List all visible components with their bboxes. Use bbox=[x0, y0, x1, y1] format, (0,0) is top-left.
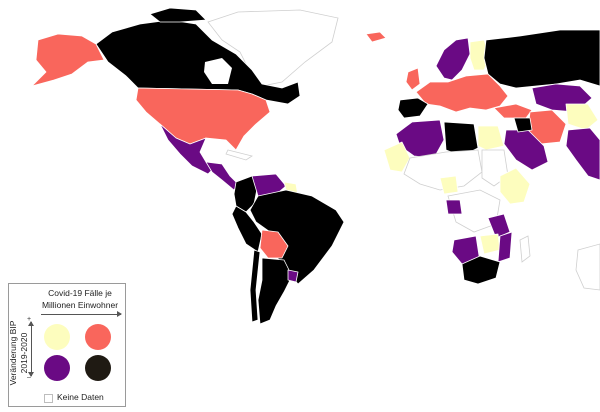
region-greenland[interactable] bbox=[207, 9, 339, 87]
legend-title-line-1: Covid-19 Fälle je bbox=[48, 288, 112, 298]
region-spain[interactable] bbox=[397, 97, 429, 119]
map-legend: Covid-19 Fälle je Millionen Einwohner Ve… bbox=[8, 283, 126, 407]
legend-y-axis-title: Veränderung BIP 2019-2020 bbox=[8, 313, 30, 393]
region-east-africa[interactable] bbox=[499, 167, 531, 205]
region-sahel[interactable] bbox=[403, 149, 483, 191]
region-mozambique[interactable] bbox=[497, 231, 513, 263]
legend-nodata-label: Keine Daten bbox=[57, 392, 104, 402]
region-argentina[interactable] bbox=[257, 257, 293, 325]
region-united-states[interactable] bbox=[135, 87, 271, 151]
legend-swatch-high-cases-low-gdp bbox=[85, 355, 111, 381]
region-turkey[interactable] bbox=[493, 103, 533, 119]
region-south-asia[interactable] bbox=[565, 127, 600, 181]
region-canada[interactable] bbox=[149, 7, 207, 23]
legend-swatch-high-cases-high-gdp bbox=[85, 324, 111, 350]
region-west-africa[interactable] bbox=[383, 141, 411, 173]
region-bolivia[interactable] bbox=[259, 229, 289, 259]
legend-y-arrow bbox=[28, 321, 34, 377]
region-australia[interactable] bbox=[575, 243, 600, 291]
hudson-bay bbox=[204, 58, 232, 84]
legend-y-label-line-1: Veränderung BIP bbox=[8, 320, 18, 386]
legend-title-line-2: Millionen Einwohner bbox=[41, 300, 119, 310]
region-europe[interactable] bbox=[415, 73, 509, 113]
region-iraq[interactable] bbox=[513, 117, 533, 133]
region-central-asia[interactable] bbox=[565, 103, 599, 131]
region-saudi-arabia[interactable] bbox=[503, 129, 549, 171]
legend-x-arrow bbox=[41, 311, 122, 317]
region-uruguay[interactable] bbox=[287, 269, 299, 283]
region-scandinavia[interactable] bbox=[435, 37, 471, 81]
region-alaska[interactable] bbox=[31, 33, 105, 87]
legend-nodata-swatch bbox=[44, 394, 53, 403]
legend-swatch-low-cases-high-gdp bbox=[44, 324, 70, 350]
region-chile[interactable] bbox=[249, 249, 261, 323]
legend-swatch-low-cases-low-gdp bbox=[44, 355, 70, 381]
region-russia[interactable] bbox=[483, 29, 600, 89]
region-south-africa[interactable] bbox=[461, 255, 501, 285]
region-central-america[interactable] bbox=[205, 161, 239, 191]
legend-minus-sign: – bbox=[27, 374, 31, 381]
region-zambia[interactable] bbox=[479, 233, 501, 255]
region-caribbean[interactable] bbox=[225, 149, 253, 161]
region-tanzania[interactable] bbox=[487, 213, 511, 239]
legend-x-axis-title: Covid-19 Fälle je Millionen Einwohner bbox=[37, 287, 123, 311]
legend-plus-sign: + bbox=[27, 316, 32, 323]
region-uk[interactable] bbox=[405, 67, 421, 91]
region-gabon[interactable] bbox=[445, 199, 463, 215]
region-nigeria[interactable] bbox=[439, 175, 459, 195]
region-iceland[interactable] bbox=[365, 31, 387, 43]
region-madagascar[interactable] bbox=[519, 235, 531, 263]
region-brazil[interactable] bbox=[249, 189, 345, 285]
region-egypt[interactable] bbox=[477, 125, 505, 151]
